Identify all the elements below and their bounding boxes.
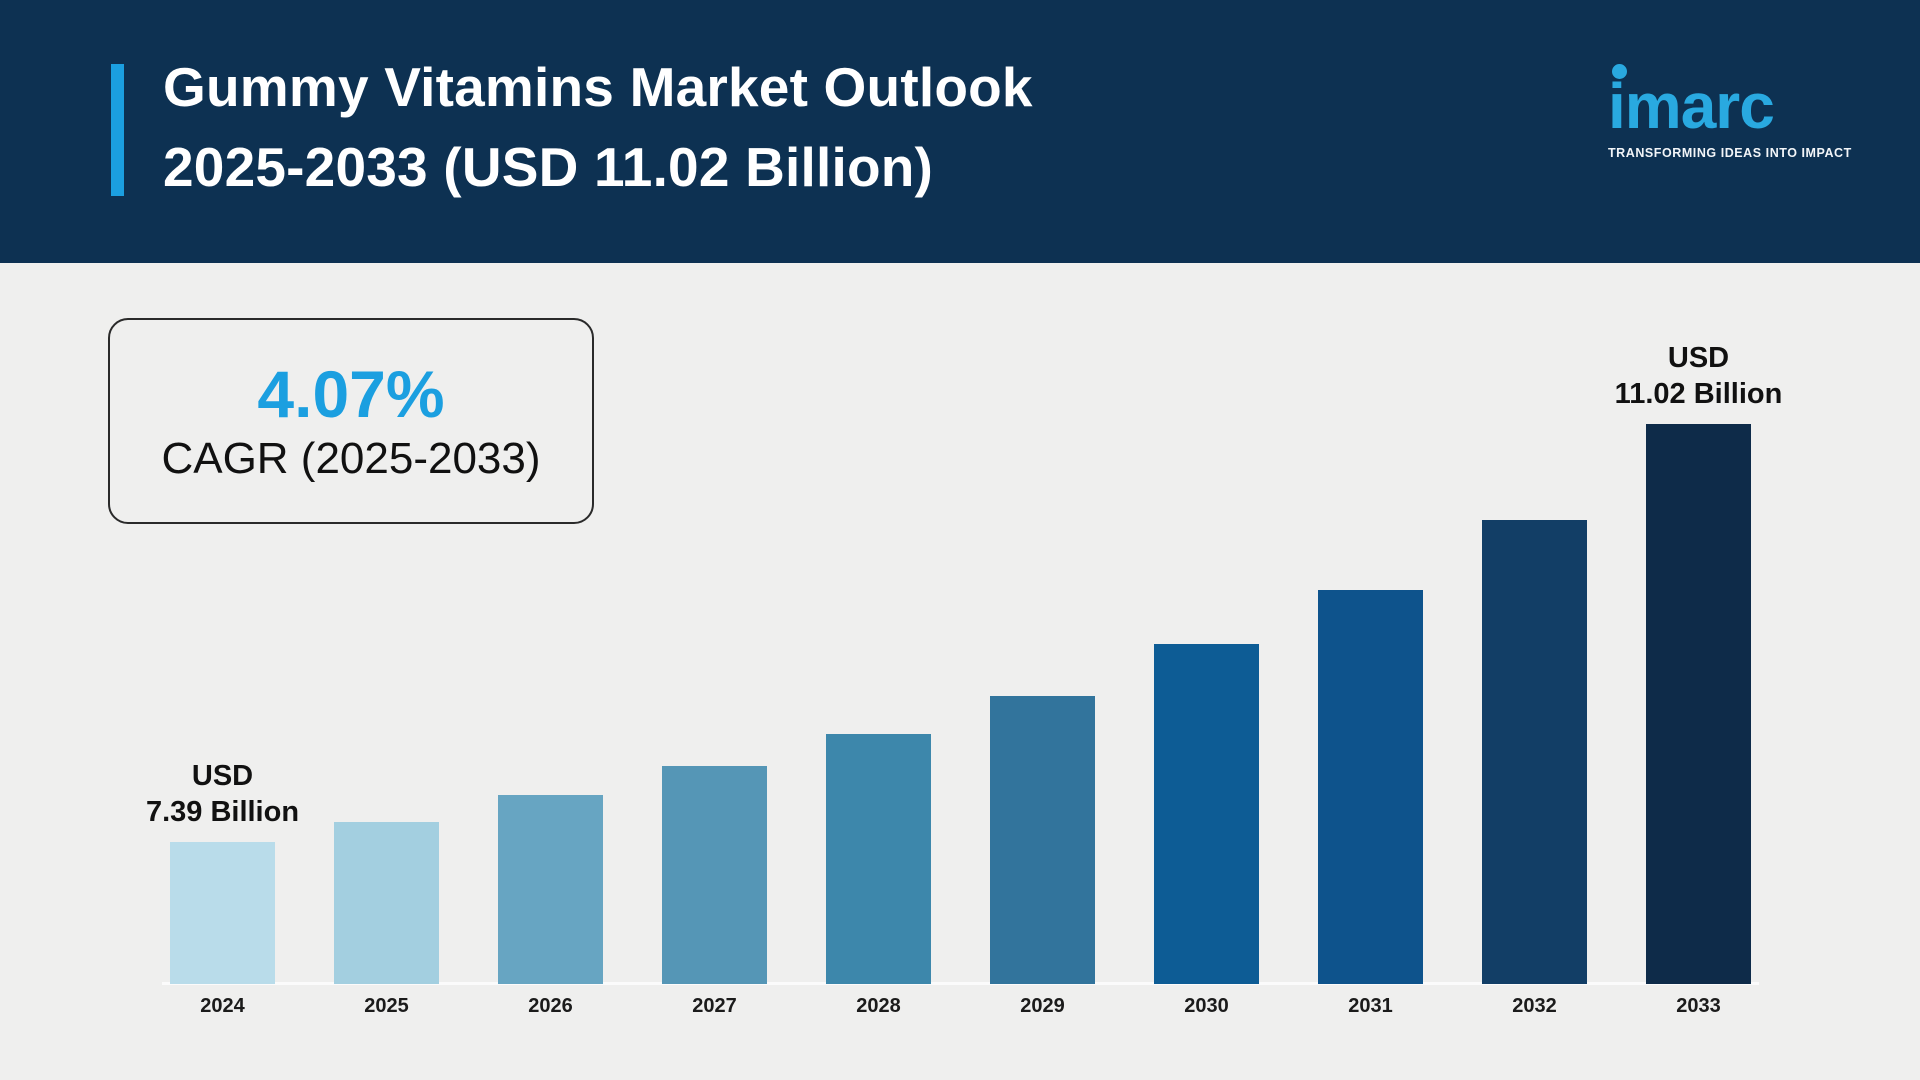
bar-column-2031: 2031: [1318, 590, 1423, 1018]
bar-column-2029: 2029: [990, 696, 1095, 1018]
logo-dot-icon: [1612, 64, 1627, 79]
bar-column-2025: 2025: [334, 822, 439, 1018]
bar-column-2027: 2027: [662, 766, 767, 1018]
logo-text: imarc: [1608, 70, 1775, 142]
x-axis-label-2026: 2026: [528, 995, 573, 1017]
page-title: Gummy Vitamins Market Outlook 2025-2033 …: [163, 48, 1033, 208]
bar-column-2028: 2028: [826, 734, 931, 1018]
cagr-label: CAGR (2025-2033): [161, 434, 541, 483]
bar-2030: [1154, 644, 1259, 984]
header: Gummy Vitamins Market Outlook 2025-2033 …: [0, 0, 1920, 263]
bar-value-label-2033: USD 11.02 Billion: [1614, 342, 1783, 410]
bar-column-2033: USD 11.02 Billion 2033: [1615, 342, 1783, 1018]
title-accent-bar: [111, 64, 124, 196]
cagr-value: 4.07%: [257, 357, 445, 431]
x-axis-label-2025: 2025: [364, 995, 409, 1017]
bar-2026: [498, 795, 603, 984]
x-axis-label-2024: 2024: [200, 995, 245, 1017]
x-axis-label-2032: 2032: [1512, 995, 1557, 1017]
bar-2031: [1318, 590, 1423, 984]
bar-column-2030: 2030: [1154, 644, 1259, 1018]
chart-baseline: [162, 982, 1759, 985]
bar-2033: [1646, 424, 1751, 984]
cagr-box: 4.07% CAGR (2025-2033): [108, 318, 594, 524]
bar-column-2026: 2026: [498, 795, 603, 1018]
x-axis-label-2033: 2033: [1676, 995, 1721, 1017]
bar-chart: USD 7.39 Billion 2024 2025 2026 2027 2028 2029 2…: [146, 342, 1783, 1018]
page-title-line2: 2025-2033 (USD 11.02 Billion): [163, 135, 934, 198]
x-axis-label-2027: 2027: [692, 995, 737, 1017]
bar-2032: [1482, 520, 1587, 984]
x-axis-label-2028: 2028: [856, 995, 901, 1017]
bar-2025: [334, 822, 439, 984]
x-axis-label-2029: 2029: [1020, 995, 1065, 1017]
x-axis-label-2030: 2030: [1184, 995, 1229, 1017]
bar-column-2032: 2032: [1482, 520, 1587, 1018]
bar-2027: [662, 766, 767, 984]
logo-wordmark: imarc: [1608, 64, 1775, 138]
bar-column-2024: USD 7.39 Billion 2024: [146, 760, 299, 1018]
bar-value-label-2024: USD 7.39 Billion: [145, 760, 300, 828]
logo-tagline: TRANSFORMING IDEAS INTO IMPACT: [1608, 146, 1852, 160]
bars-row: USD 7.39 Billion 2024 2025 2026 2027 2028 2029 2…: [146, 342, 1783, 1018]
imarc-logo: imarc TRANSFORMING IDEAS INTO IMPACT: [1608, 64, 1858, 160]
page-title-line1: Gummy Vitamins Market Outlook: [163, 56, 1033, 118]
bar-2024: [170, 842, 275, 984]
bar-2029: [990, 696, 1095, 984]
bar-2028: [826, 734, 931, 984]
x-axis-label-2031: 2031: [1348, 995, 1393, 1017]
